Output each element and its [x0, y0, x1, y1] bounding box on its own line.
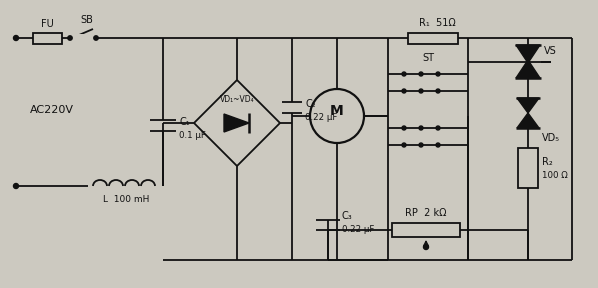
- Circle shape: [68, 36, 72, 40]
- Circle shape: [419, 143, 423, 147]
- Polygon shape: [517, 113, 539, 128]
- Circle shape: [419, 89, 423, 93]
- Text: RP  2 kΩ: RP 2 kΩ: [405, 208, 447, 218]
- Text: VS: VS: [544, 46, 557, 56]
- Circle shape: [402, 143, 406, 147]
- Text: R₁  51Ω: R₁ 51Ω: [419, 18, 455, 28]
- Text: 100 Ω: 100 Ω: [542, 170, 568, 179]
- Text: M: M: [330, 104, 344, 118]
- Bar: [518, 148, 538, 188]
- Text: AC220V: AC220V: [30, 105, 74, 115]
- Text: 0.22 μF: 0.22 μF: [305, 113, 337, 122]
- Circle shape: [14, 183, 19, 189]
- Text: VD₅: VD₅: [542, 133, 560, 143]
- Circle shape: [436, 89, 440, 93]
- Polygon shape: [516, 60, 540, 78]
- Text: C₁: C₁: [179, 117, 190, 127]
- Text: 0.22 μF: 0.22 μF: [342, 225, 374, 234]
- Polygon shape: [224, 114, 249, 132]
- Circle shape: [419, 126, 423, 130]
- Polygon shape: [517, 98, 539, 113]
- Text: L  100 mH: L 100 mH: [103, 196, 149, 204]
- Circle shape: [423, 245, 429, 249]
- Bar: [408, 33, 458, 43]
- Circle shape: [436, 72, 440, 76]
- Circle shape: [14, 35, 19, 41]
- Circle shape: [436, 126, 440, 130]
- Circle shape: [419, 72, 423, 76]
- Text: 0.1 μF: 0.1 μF: [179, 130, 206, 139]
- Circle shape: [402, 72, 406, 76]
- Circle shape: [94, 36, 98, 40]
- Text: SB: SB: [81, 15, 93, 25]
- Text: ST: ST: [422, 53, 434, 63]
- Bar: [392, 223, 460, 237]
- Text: FU: FU: [41, 19, 53, 29]
- Circle shape: [402, 89, 406, 93]
- Circle shape: [436, 143, 440, 147]
- Text: C₃: C₃: [342, 211, 353, 221]
- Bar: [33, 33, 62, 43]
- Text: C₂: C₂: [305, 99, 316, 109]
- Circle shape: [402, 126, 406, 130]
- Text: R₂: R₂: [542, 157, 553, 167]
- Bar: [70, 34, 96, 42]
- Text: VD₁~VD₄: VD₁~VD₄: [219, 94, 254, 103]
- Polygon shape: [516, 45, 540, 63]
